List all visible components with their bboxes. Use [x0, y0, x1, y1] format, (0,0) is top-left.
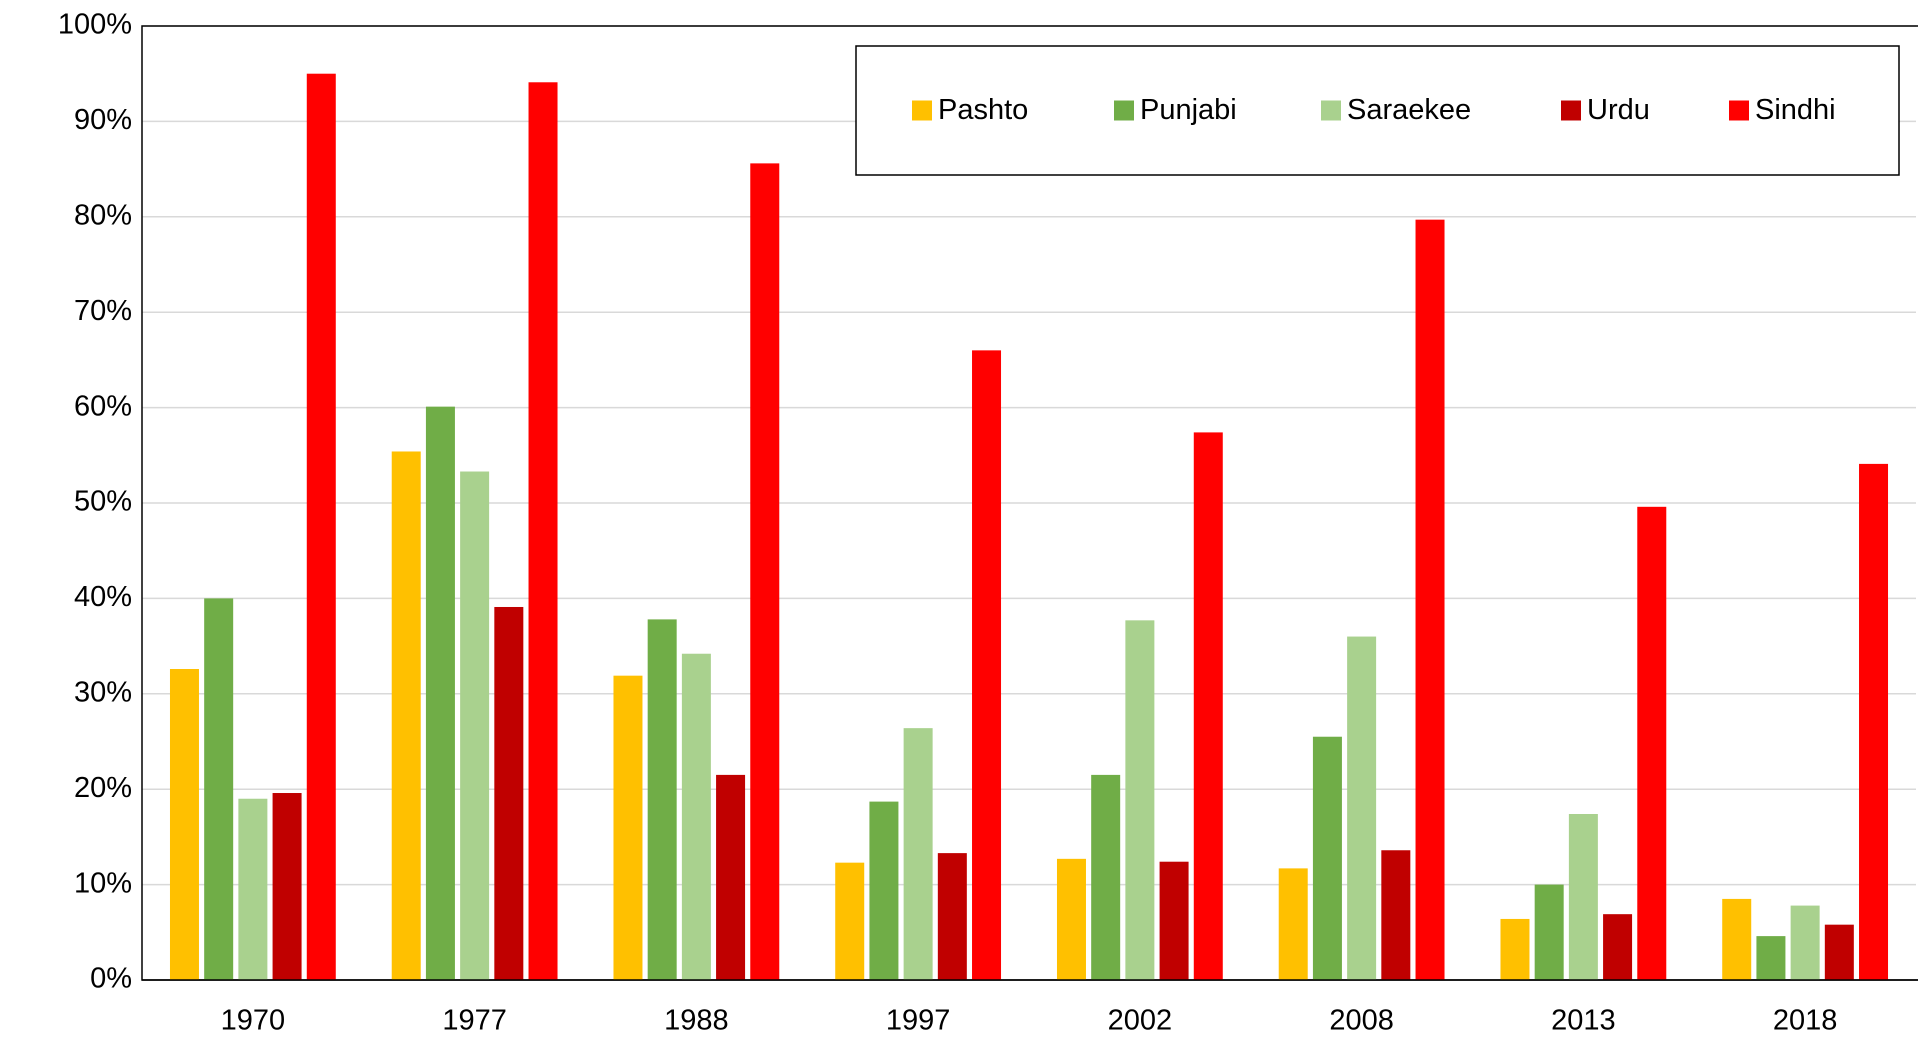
bar: [204, 598, 234, 980]
bar: [750, 163, 780, 981]
y-tick-label: 90%: [74, 104, 132, 136]
bar: [1500, 918, 1530, 980]
y-tick-label: 60%: [74, 390, 132, 422]
bar: [681, 653, 711, 980]
y-tick-label: 10%: [74, 867, 132, 899]
bar: [647, 619, 677, 980]
legend-swatch: [1321, 100, 1341, 121]
bar: [716, 774, 746, 980]
x-tick-label: 2008: [1329, 1005, 1394, 1037]
bar: [903, 728, 933, 980]
bar: [1824, 924, 1854, 980]
bar: [1347, 636, 1377, 980]
bar: [169, 668, 199, 980]
bar: [425, 406, 455, 980]
legend-label: Sindhi: [1755, 94, 1836, 126]
bar: [1381, 850, 1411, 980]
bar: [1859, 463, 1889, 980]
y-tick-label: 40%: [74, 581, 132, 613]
x-tick-label: 1970: [221, 1005, 286, 1037]
bar: [1637, 506, 1667, 980]
legend-swatch: [1114, 100, 1134, 121]
legend-swatch: [912, 100, 932, 121]
bar: [1756, 936, 1786, 980]
x-tick-label: 2013: [1551, 1005, 1616, 1037]
bar: [391, 451, 421, 980]
bar: [1722, 898, 1752, 980]
bar: [306, 73, 336, 980]
bar: [1056, 858, 1086, 980]
x-tick-label: 1988: [664, 1005, 729, 1037]
legend-swatch: [1561, 100, 1581, 121]
bar: [937, 853, 967, 980]
bar: [1278, 868, 1308, 980]
legend-box: [855, 45, 1900, 176]
bar: [238, 798, 268, 980]
x-tick-label: 2018: [1773, 1005, 1838, 1037]
bar: [613, 675, 643, 980]
bar: [528, 82, 558, 980]
x-tick-label: 2002: [1108, 1005, 1173, 1037]
x-tick-label: 1997: [886, 1005, 951, 1037]
bar: [1534, 884, 1564, 980]
bar: [1193, 432, 1223, 980]
x-tick-label: 1977: [442, 1005, 507, 1037]
bar: [1568, 814, 1598, 980]
bar: [835, 862, 865, 980]
bar: [460, 471, 490, 980]
bar: [1125, 620, 1155, 980]
bar: [1415, 219, 1445, 981]
bar: [272, 793, 302, 980]
y-tick-label: 70%: [74, 295, 132, 327]
bar: [1159, 861, 1189, 980]
y-tick-label: 80%: [74, 199, 132, 231]
y-tick-label: 50%: [74, 486, 132, 518]
bar: [1312, 736, 1342, 980]
legend-label: Pashto: [938, 94, 1028, 126]
y-tick-label: 20%: [74, 772, 132, 804]
bar: [972, 350, 1002, 980]
bar: [1790, 905, 1820, 980]
y-tick-label: 0%: [90, 963, 132, 995]
legend-label: Urdu: [1587, 94, 1650, 126]
y-tick-label: 100%: [58, 9, 132, 41]
bar: [869, 801, 899, 980]
legend-swatch: [1729, 100, 1749, 121]
y-tick-label: 30%: [74, 676, 132, 708]
bar: [1091, 774, 1121, 980]
legend-label: Punjabi: [1140, 94, 1237, 126]
bar: [494, 606, 524, 980]
bar: [1603, 914, 1633, 980]
legend-label: Saraekee: [1347, 94, 1471, 126]
